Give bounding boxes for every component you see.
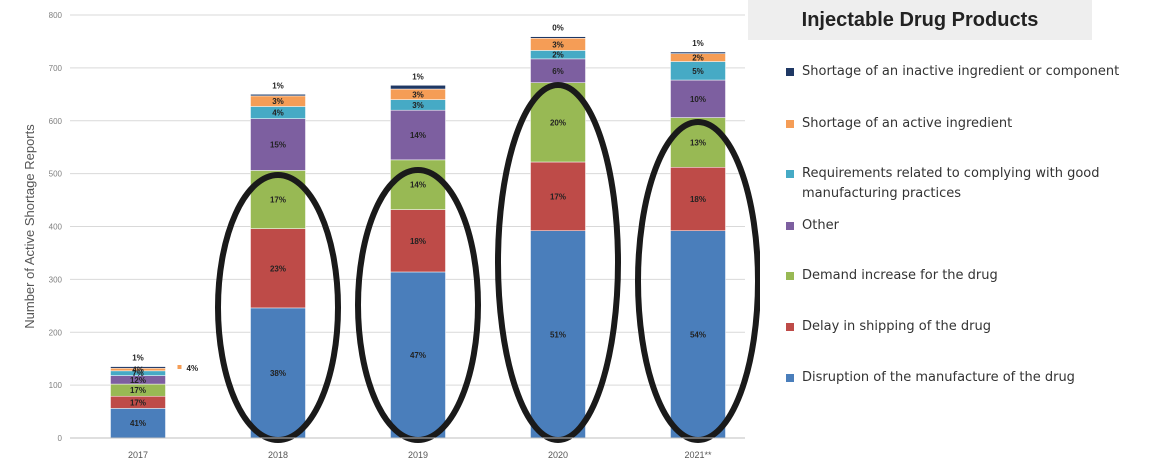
y-tick-label: 600 (49, 117, 63, 126)
legend-swatch (786, 374, 794, 382)
legend-swatch (786, 323, 794, 331)
y-tick-label: 800 (49, 11, 63, 20)
legend-item: Shortage of an inactive ingredient or co… (786, 62, 1119, 82)
bar-data-label: 0% (552, 24, 564, 33)
bar-data-label: 14% (410, 181, 426, 190)
bar-segment (530, 230, 586, 439)
bar-data-label: 17% (130, 398, 146, 407)
bar-data-label: 2% (552, 51, 564, 60)
bar-segment (670, 167, 726, 231)
x-tick-label: 2020 (548, 450, 568, 460)
bar-segment (110, 366, 166, 369)
bar-segment (670, 230, 726, 439)
x-tick-label: 2021** (684, 450, 712, 460)
legend-label: Delay in shipping of the drug (802, 319, 991, 334)
y-tick-label: 100 (49, 381, 63, 390)
bar-data-label: 7% (132, 369, 144, 378)
x-tick-label: 2017 (128, 450, 148, 460)
bar-segment (250, 228, 306, 309)
highlight-ellipse (495, 82, 621, 443)
bar-data-label: 4% (132, 366, 144, 375)
bar-data-label: 18% (690, 195, 706, 204)
legend-item: Delay in shipping of the drug (786, 317, 991, 337)
bar-segment (390, 85, 446, 90)
bar-data-label: 3% (412, 90, 424, 99)
bar-data-label: 51% (550, 330, 566, 339)
bar-data-label: 17% (550, 192, 566, 201)
bar-data-label: 10% (690, 95, 706, 104)
bar-segment (250, 94, 306, 97)
legend-swatch (786, 170, 794, 178)
legend-label: Shortage of an inactive ingredient or co… (802, 64, 1120, 79)
y-tick-label: 0 (58, 434, 63, 443)
bar-segment (250, 118, 306, 171)
legend-item: Other (786, 216, 839, 236)
bar-data-label: 4% (272, 109, 284, 118)
y-tick-label: 400 (49, 223, 63, 232)
highlight-ellipse (215, 172, 341, 443)
bar-data-label: 1% (692, 39, 704, 48)
bar-data-label: 13% (690, 138, 706, 147)
legend-label: Disruption of the manufacture of the dru… (802, 370, 1075, 385)
legend-item: Shortage of an active ingredient (786, 114, 1012, 134)
bar-data-label: 38% (270, 369, 286, 378)
legend-item: Requirements related to complying with g… (786, 164, 1166, 204)
legend-swatch (786, 120, 794, 128)
bar-segment (670, 51, 726, 54)
y-axis-label: Number of Active Shortage Reports (22, 124, 37, 329)
bar-data-label: 47% (410, 351, 426, 360)
x-tick-label: 2018 (268, 450, 288, 460)
bar-data-label: 3% (552, 40, 564, 49)
bar-data-label: 20% (550, 118, 566, 127)
chart-title: Injectable Drug Products (801, 8, 1039, 31)
y-tick-label: 500 (49, 170, 63, 179)
bar-segment (530, 161, 586, 231)
legend-swatch (786, 272, 794, 280)
bar-data-label: 3% (272, 97, 284, 106)
bar-data-label: 1% (132, 354, 144, 363)
y-tick-label: 700 (49, 64, 63, 73)
annotation-marker (177, 365, 182, 369)
highlight-ellipse (635, 119, 760, 443)
stacked-bar-chart: 0 100 200 300 400 500 600 700 800 Number of Activ… (22, 11, 760, 460)
bar-segment (670, 79, 726, 118)
legend-item: Disruption of the manufacture of the dru… (786, 368, 1075, 388)
bar-data-label: 1% (412, 72, 424, 81)
bar-segment (110, 408, 166, 439)
bar-segment (390, 271, 446, 439)
bar-data-label: 23% (270, 264, 286, 273)
bar-segment (530, 36, 586, 39)
legend-label: Requirements related to complying with g… (802, 166, 1100, 201)
legend-label: Other (802, 218, 839, 233)
bar-data-label: 6% (552, 67, 564, 76)
chart-title-box: Injectable Drug Products (748, 0, 1092, 40)
annotation-label: 4% (187, 364, 199, 373)
bar-data-label: 1% (272, 81, 284, 90)
bar-data-label: 18% (410, 237, 426, 246)
bar-data-label: 14% (410, 131, 426, 140)
bar-data-label: 3% (412, 101, 424, 110)
bar-data-label: 54% (690, 330, 706, 339)
bar-data-label: 12% (130, 376, 146, 385)
legend-swatch (786, 222, 794, 230)
y-tick-label: 300 (49, 275, 63, 284)
bar-data-label: 5% (692, 67, 704, 76)
y-tick-label: 200 (49, 328, 63, 337)
legend-item: Demand increase for the drug (786, 266, 998, 286)
bar-segment (390, 209, 446, 273)
legend-swatch (786, 68, 794, 76)
highlight-ellipse (355, 167, 481, 443)
bar-segment (390, 109, 446, 161)
legend-label: Demand increase for the drug (802, 268, 998, 283)
bar-data-label: 2% (692, 54, 704, 63)
legend-label: Shortage of an active ingredient (802, 116, 1013, 131)
bar-data-label: 41% (130, 419, 146, 428)
x-tick-label: 2019 (408, 450, 428, 460)
bar-data-label: 17% (130, 386, 146, 395)
bar-data-label: 17% (270, 196, 286, 205)
bar-data-label: 15% (270, 141, 286, 150)
